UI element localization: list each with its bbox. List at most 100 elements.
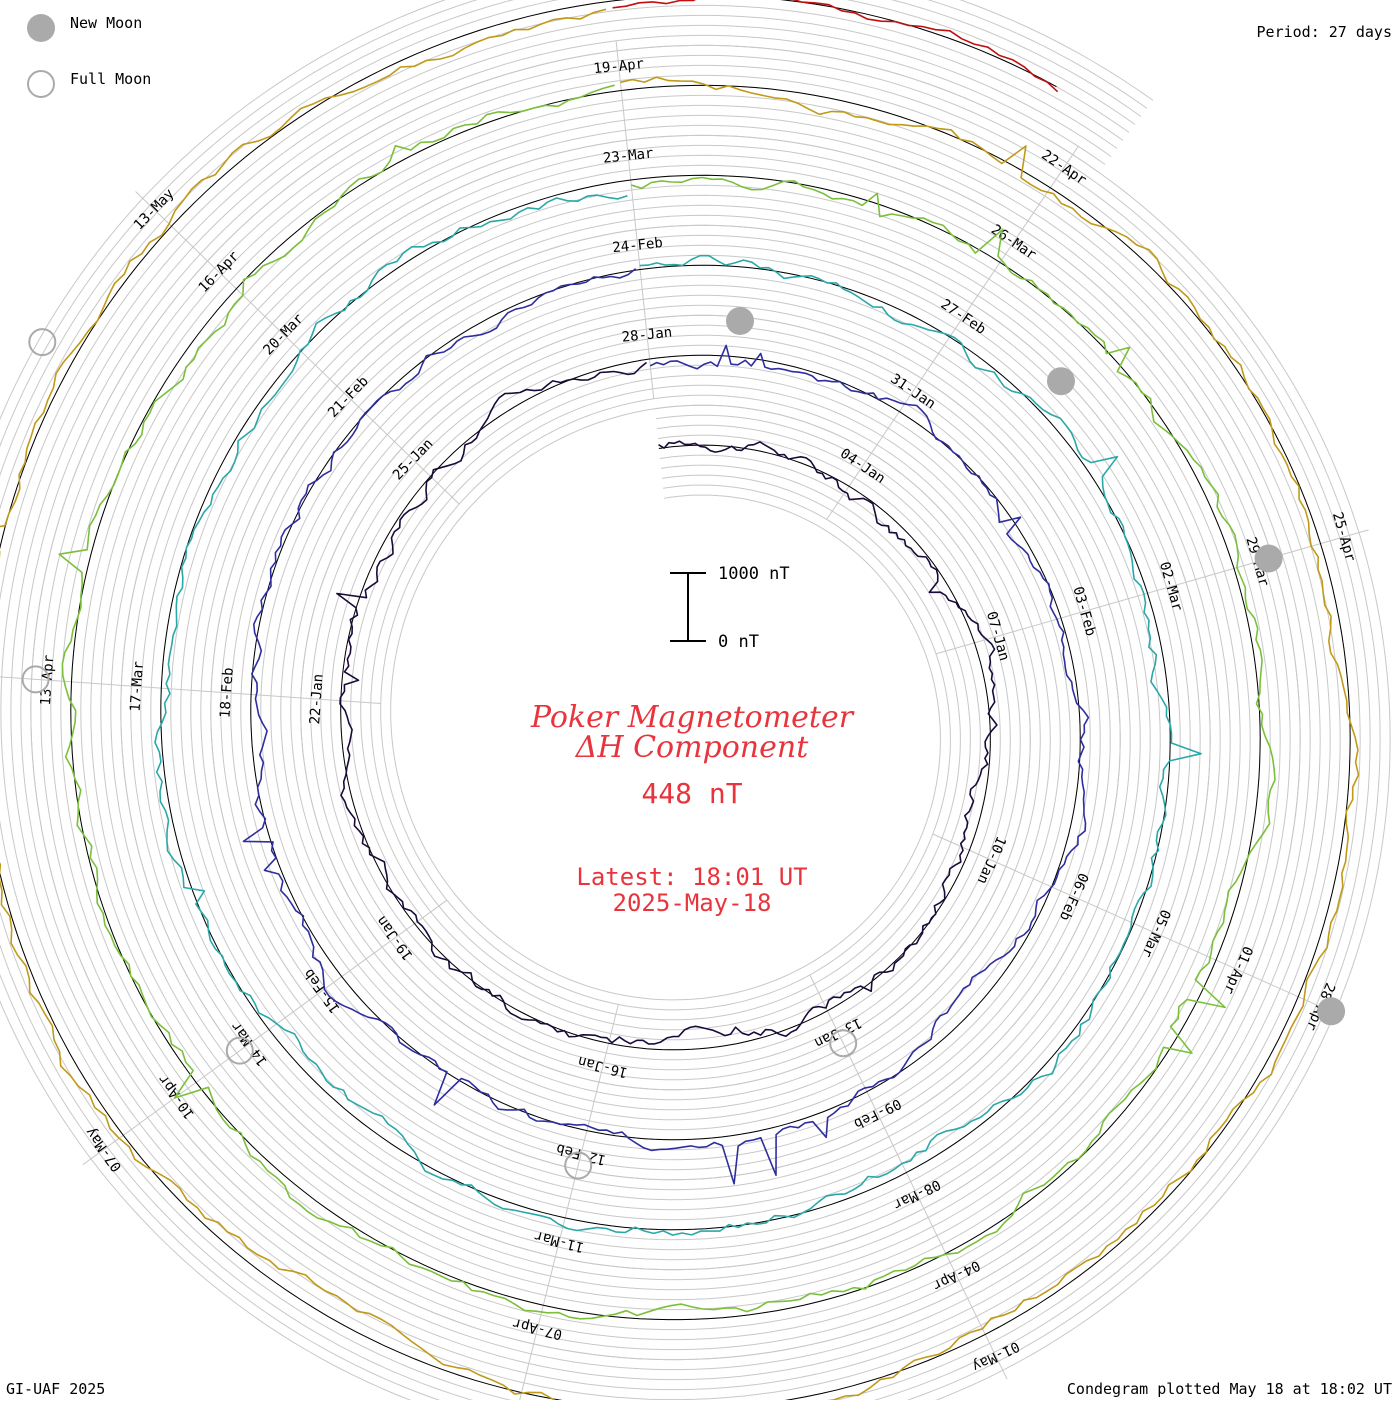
grid-radial [135, 191, 201, 255]
grid-radial [264, 316, 331, 380]
date-label: 18-Feb [217, 667, 236, 719]
grid-radial [518, 1353, 532, 1404]
grid-radial [0, 676, 22, 679]
full-moon-legend-label: Full Moon [70, 70, 152, 88]
full-moon-marker [564, 1151, 593, 1180]
grid-radial [643, 309, 655, 399]
chart-title: Poker Magnetometer [530, 700, 855, 735]
date-label: 06-Feb [1056, 870, 1091, 923]
full-moon-legend-icon [27, 70, 55, 98]
grid-radial [932, 833, 1016, 872]
scale-bottom-label: 0 nT [718, 632, 759, 652]
moon-markers [21, 307, 1346, 1180]
date-label: 13-May [131, 186, 178, 233]
chart-subtitle: ΔH Component [575, 730, 809, 765]
date-label: 23-Mar [602, 146, 654, 167]
date-label: 01-Apr [1220, 944, 1255, 997]
date-label: 16-Jan [576, 1053, 629, 1081]
grid-radial [1281, 529, 1369, 556]
date-label: 08-Mar [891, 1176, 943, 1213]
grid-radial [552, 1178, 576, 1267]
date-label: 19-Apr [593, 56, 645, 77]
grid-radial [199, 253, 266, 317]
grid-radial [624, 130, 636, 220]
new-moon-marker [1317, 997, 1346, 1026]
date-label: 24-Feb [612, 235, 664, 256]
date-label: 11-Mar [533, 1227, 586, 1255]
grid-radial [1179, 943, 1262, 981]
scale-top-label: 1000 nT [718, 564, 790, 584]
grid-radial [826, 444, 878, 520]
grid-radial [1014, 870, 1098, 908]
grid-radial [596, 1004, 619, 1092]
grid-radial [574, 1091, 598, 1180]
grid-radial [329, 378, 395, 442]
period-label: Period: 27 days [1256, 23, 1392, 41]
grid-radial [1022, 603, 1110, 630]
date-label: 05-Mar [1138, 907, 1173, 960]
grid-radial [927, 1217, 969, 1299]
date-label: 17-Mar [128, 661, 147, 713]
full-moon-marker [225, 1036, 254, 1065]
grid-radial [809, 974, 850, 1056]
new-moon-legend-icon [27, 14, 55, 42]
grid-spiral [0, 0, 1361, 1404]
date-label: 19-Jan [374, 913, 417, 963]
full-moon-marker [829, 1029, 858, 1058]
latest-time: Latest: 18:01 UT [576, 863, 807, 891]
grid-radial [111, 684, 202, 692]
new-moon-marker [726, 307, 754, 335]
date-label: 25-Jan [390, 436, 437, 483]
date-label: 14-Mar [228, 1018, 271, 1068]
trace-series-3 [154, 194, 1202, 1236]
grid-radial [848, 1055, 890, 1137]
scale-bar: 1000 nT 0 nT [670, 564, 790, 652]
grid-radial [876, 369, 928, 446]
date-label: 07-Apr [511, 1315, 564, 1343]
baseline-spiral [0, 0, 1351, 1404]
date-label: 10-Jan [974, 834, 1009, 887]
trace-series-1 [336, 361, 998, 1045]
credit-label: GI-UAF 2025 [6, 1380, 106, 1398]
trace-series-4 [58, 84, 1276, 1320]
grid-radial [634, 219, 645, 310]
date-label: 04-Jan [837, 446, 888, 488]
trace-layer [0, 0, 1360, 1404]
date-label: 16-Apr [196, 248, 243, 295]
grid-radial [155, 1058, 229, 1113]
date-label: 07-May [83, 1124, 126, 1174]
date-label: 09-Feb [851, 1095, 903, 1132]
new-moon-legend-label: New Moon [70, 14, 143, 32]
trace-series-6 [612, 0, 1059, 93]
grid-radial [1097, 906, 1180, 945]
trace-series-2 [242, 268, 1090, 1185]
grid-radial [1027, 146, 1079, 222]
grid-radial [926, 295, 979, 371]
grid-radial [888, 1136, 929, 1218]
grid-radial [228, 1005, 302, 1060]
date-label: 04-Apr [930, 1257, 982, 1294]
latest-date: 2025-May-18 [613, 889, 772, 917]
grid-spiral [20, 34, 1311, 1371]
date-label: 31-Jan [887, 371, 938, 413]
date-label: 22-Jan [307, 673, 326, 725]
grid-radial [935, 628, 1023, 655]
grid-radial [967, 1298, 1008, 1380]
new-moon-marker [1254, 544, 1283, 573]
grid-radial [977, 220, 1029, 296]
plotted-label: Condegram plotted May 18 at 18:02 UT [1066, 1380, 1392, 1398]
grid-radial [530, 1266, 554, 1354]
grid-radial [615, 40, 626, 131]
date-label: 28-Jan [621, 325, 673, 346]
grid-radial [201, 690, 292, 698]
grid-radial [21, 677, 112, 686]
full-moon-marker [21, 665, 50, 694]
grid-spiral [0, 0, 1371, 1404]
grid-radial [290, 696, 381, 705]
grid-radial [394, 441, 460, 505]
trace-series-5 [0, 8, 1360, 1404]
grid-radial [373, 899, 448, 954]
